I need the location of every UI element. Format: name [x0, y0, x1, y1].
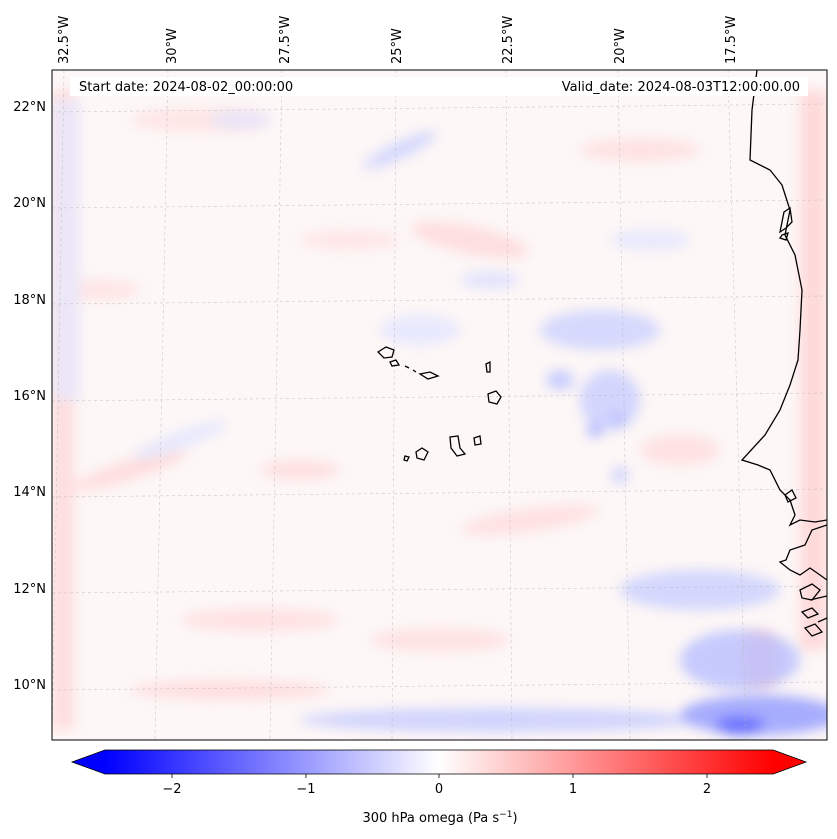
lon-label: 17.5°W	[724, 16, 739, 64]
colorbar-tick-label: −2	[162, 782, 181, 797]
lon-label: 25°W	[390, 28, 405, 64]
lon-label: 20°W	[613, 28, 628, 64]
start-date-label: Start date: 2024-08-02_00:00:00	[79, 80, 293, 95]
map-frame	[51, 69, 828, 741]
lat-label: 10°N	[13, 678, 46, 693]
lat-label: 22°N	[13, 100, 46, 115]
lat-label: 18°N	[13, 293, 46, 308]
lat-label: 14°N	[13, 485, 46, 500]
colorbar-extend-high	[773, 750, 806, 774]
african-coastline	[740, 70, 827, 637]
colorbar-tick-label: 0	[435, 782, 443, 797]
colorbar-title-main: 300 hPa omega (Pa s	[362, 811, 499, 826]
colorbar-outline	[70, 749, 808, 775]
lat-label: 20°N	[13, 196, 46, 211]
positive-omega-areas	[52, 90, 827, 730]
negative-omega-areas	[52, 100, 827, 735]
lon-label: 32.5°W	[57, 16, 72, 64]
lon-label: 30°W	[165, 28, 180, 64]
omega-field	[52, 70, 827, 740]
lon-label: 22.5°W	[501, 16, 516, 64]
colorbar-tick-label: 1	[569, 782, 577, 797]
header-bar	[70, 77, 808, 96]
graticule	[52, 70, 827, 740]
lat-label: 16°N	[13, 389, 46, 404]
lon-label: 27.5°W	[278, 16, 293, 64]
cape-verde-islands	[376, 346, 502, 462]
lat-label: 12°N	[13, 582, 46, 597]
colorbar-gradient	[105, 750, 773, 774]
colorbar-extend-low	[72, 750, 105, 774]
longitude-labels: 32.5°W 30°W 27.5°W 25°W 22.5°W 20°W 17.5…	[57, 16, 739, 64]
colorbar-tick-label: 2	[703, 782, 711, 797]
colorbar: −2 −1 0 1 2 300 hPa omega (Pa s−1)	[70, 749, 808, 826]
valid-date-label: Valid_date: 2024-08-03T12:00:00.00	[562, 80, 800, 95]
colorbar-title-close: )	[512, 811, 517, 826]
colorbar-ticks	[171, 774, 708, 778]
colorbar-title-sup: −1	[499, 810, 512, 820]
colorbar-title: 300 hPa omega (Pa s−1)	[362, 810, 517, 826]
latitude-labels: 22°N 20°N 18°N 16°N 14°N 12°N 10°N	[13, 100, 46, 693]
colorbar-tick-label: −1	[296, 782, 315, 797]
